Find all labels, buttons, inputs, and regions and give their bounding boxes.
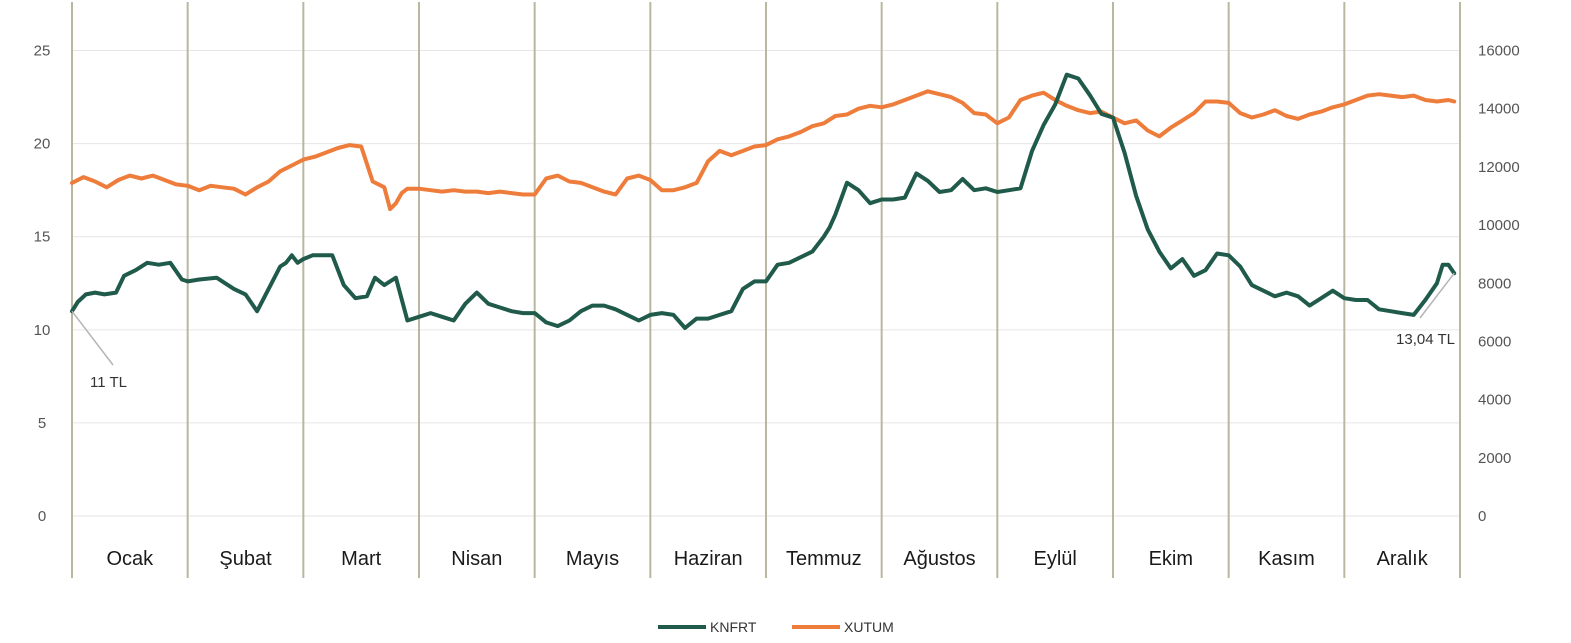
left-axis-ticks: 0 5 10 15 20 25 xyxy=(34,43,51,525)
annotations: 11 TL 13,04 TL xyxy=(71,272,1455,391)
annotation-leader xyxy=(1419,272,1455,319)
month-label-1: Şubat xyxy=(219,548,272,570)
annotation-leader xyxy=(71,310,114,366)
left-tick-label: 25 xyxy=(34,43,51,60)
legend-label-knfrt: KNFRT xyxy=(710,619,757,635)
legend: KNFRT XUTUM xyxy=(658,619,894,635)
right-axis-ticks: 0 2000 4000 6000 8000 10000 12000 14000 16000 xyxy=(1478,43,1520,525)
left-tick-label: 5 xyxy=(38,415,46,432)
left-tick-label: 10 xyxy=(34,322,51,339)
month-label-10: Kasım xyxy=(1258,548,1315,570)
series-layer xyxy=(70,72,1457,330)
annotation-label-0: 11 TL xyxy=(90,374,127,391)
month-label-4: Mayıs xyxy=(566,548,619,570)
left-tick-label: 15 xyxy=(34,229,51,246)
right-tick-label: 12000 xyxy=(1478,159,1520,176)
month-label-9: Ekim xyxy=(1149,548,1193,570)
left-tick-label: 0 xyxy=(38,508,46,525)
month-label-3: Nisan xyxy=(451,548,502,570)
series-line-knfrt xyxy=(70,72,1457,330)
month-labels: Ocak Şubat Mart Nisan Mayıs Haziran Temmuz Ağus… xyxy=(106,548,1428,570)
month-label-5: Haziran xyxy=(674,548,743,570)
month-label-6: Temmuz xyxy=(786,548,862,570)
right-tick-label: 2000 xyxy=(1478,450,1511,467)
month-label-8: Eylül xyxy=(1033,548,1076,570)
month-label-7: Ağustos xyxy=(903,548,975,570)
right-tick-label: 0 xyxy=(1478,508,1486,525)
annotation-label-1: 13,04 TL xyxy=(1396,331,1455,348)
left-tick-label: 20 xyxy=(34,136,51,153)
series-line-xutum xyxy=(70,89,1457,212)
month-label-2: Mart xyxy=(341,548,381,570)
right-tick-label: 16000 xyxy=(1478,43,1520,60)
right-tick-label: 8000 xyxy=(1478,275,1511,292)
right-tick-label: 6000 xyxy=(1478,333,1511,350)
month-label-11: Aralık xyxy=(1377,548,1429,570)
right-tick-label: 4000 xyxy=(1478,392,1511,409)
month-label-0: Ocak xyxy=(106,548,154,570)
legend-label-xutum: XUTUM xyxy=(844,619,894,635)
right-tick-label: 14000 xyxy=(1478,101,1520,118)
right-tick-label: 10000 xyxy=(1478,217,1520,234)
month-dividers xyxy=(71,2,1461,578)
